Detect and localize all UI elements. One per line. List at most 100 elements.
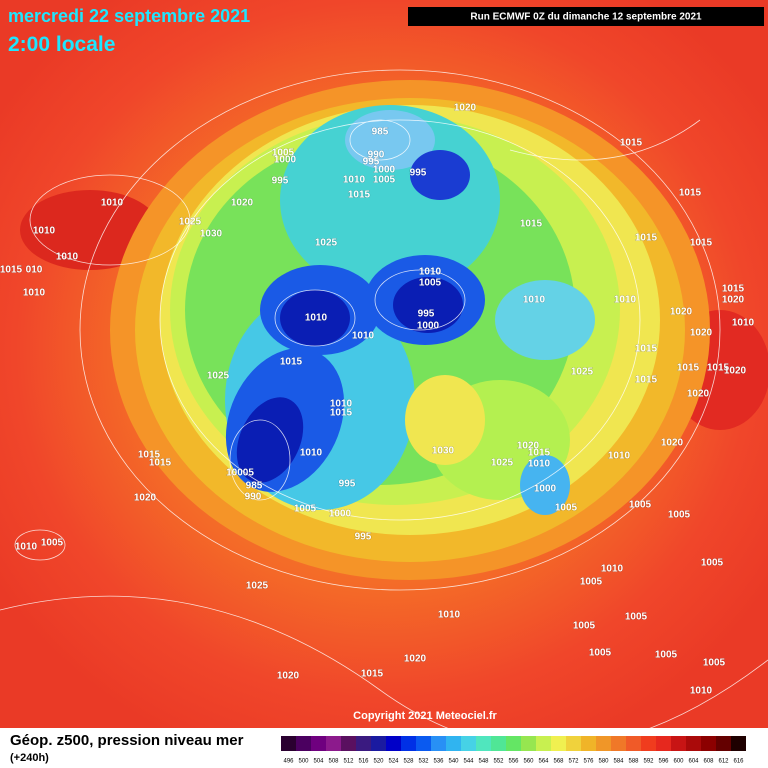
legend-label: 508 (328, 759, 339, 765)
legend-swatch (701, 736, 716, 751)
isobar-label: 1020 (687, 389, 710, 400)
legend-swatch (461, 736, 476, 751)
legend-label: 532 (418, 759, 429, 765)
legend-swatch (311, 736, 326, 751)
legend-label: 552 (493, 759, 504, 765)
legend-swatch (491, 736, 506, 751)
legend-swatch (431, 736, 446, 751)
isobar-label: 1010 (33, 226, 56, 237)
isobar-label: 1015 (635, 344, 658, 355)
legend-label: 584 (613, 759, 624, 765)
date: mercredi 22 septembre 2021 (8, 6, 250, 26)
legend-label: 592 (643, 759, 654, 765)
isobar-label: 1010 (438, 610, 461, 621)
isobar-label: 995 (363, 157, 380, 168)
isobar-label: 1010 (690, 686, 713, 697)
isobar-label: 1010 (305, 313, 328, 324)
legend-swatch (731, 736, 746, 751)
legend-swatch (551, 736, 566, 751)
legend-label: 528 (403, 759, 414, 765)
isobar-label: 1005 (555, 503, 578, 514)
isobar-label: 1020 (724, 366, 747, 377)
isobar-label: 1015 (635, 375, 658, 386)
isobar-label: 1010 (608, 451, 631, 462)
legend-label: 500 (298, 759, 309, 765)
isobar-label: 1005 (668, 510, 691, 521)
legend-swatch (686, 736, 701, 751)
isobar-label: 1020 (404, 654, 427, 665)
isobar-label: 1000 (274, 155, 297, 166)
legend-label: 520 (373, 759, 384, 765)
footer-lead: (+240h) (10, 752, 49, 764)
isobar-label: 1015 (635, 233, 658, 244)
legend-swatch (581, 736, 596, 751)
isobar-label: 1005 (703, 658, 726, 669)
isobar-label: 1010 (528, 459, 551, 470)
isobar-label: 10005 (226, 468, 254, 479)
isobar-label: 1005 (294, 504, 317, 515)
isobar-label: 1015 (677, 363, 700, 374)
legend-swatch (656, 736, 671, 751)
legend-label: 504 (313, 759, 324, 765)
isobar-label: 1010 (343, 175, 366, 186)
isobar-label: 1015 (620, 138, 643, 149)
legend-swatch (566, 736, 581, 751)
isobar-label: 1015 (528, 448, 551, 459)
isobar-label: 1015 (722, 284, 745, 295)
legend-label: 536 (433, 759, 444, 765)
isobar-label: 1010 (614, 295, 637, 306)
isobar-label: 1015 (0, 265, 23, 276)
legend-label: 568 (553, 759, 564, 765)
isobar-label: 1015 (348, 190, 371, 201)
isobar-label: 1000 (534, 484, 557, 495)
legend-swatch (476, 736, 491, 751)
run-info: Run ECMWF 0Z du dimanche 12 septembre 20… (470, 12, 702, 23)
isobar-label: 995 (355, 532, 372, 543)
isobar-label: 1015 (690, 238, 713, 249)
legend-swatch (521, 736, 536, 751)
legend-label: 548 (478, 759, 489, 765)
isobar-label: 1005 (419, 278, 442, 289)
isobar-label: 1015 (679, 188, 702, 199)
isobar-label: 1010 (23, 288, 46, 299)
isobar-label: 1010 (601, 564, 624, 575)
legend-label: 580 (598, 759, 609, 765)
legend-swatch (356, 736, 371, 751)
legend-label: 612 (718, 759, 729, 765)
isobar-label: 1015 (280, 357, 303, 368)
legend-label: 588 (628, 759, 639, 765)
isobar-label: 1010 (419, 267, 442, 278)
isobar-label: 1010 (523, 295, 546, 306)
isobar-label: 1005 (655, 650, 678, 661)
isobar-label: 1000 (373, 165, 396, 176)
legend-label: 576 (583, 759, 594, 765)
legend-label: 516 (358, 759, 369, 765)
height-field (20, 80, 768, 580)
legend-swatch (446, 736, 461, 751)
isobar-label: 985 (372, 127, 389, 138)
isobar-label: 1015 (520, 219, 543, 230)
isobar-label: 1020 (454, 103, 477, 114)
isobar-label: 1000 (417, 321, 440, 332)
isobar-label: 995 (418, 309, 435, 320)
isobar-label: 1005 (625, 612, 648, 623)
isobar-label: 1030 (432, 446, 455, 457)
isobar-label: 1015 (361, 669, 384, 680)
legend-swatch (401, 736, 416, 751)
isobar-label: 1025 (491, 458, 514, 469)
isobar-label: 1020 (134, 493, 157, 504)
isobar-label: 1020 (231, 198, 254, 209)
legend-swatch (536, 736, 551, 751)
legend-swatch (281, 736, 296, 751)
isobar-label: 1010 (101, 198, 124, 209)
isobar-label: 1020 (277, 671, 300, 682)
legend-label: 596 (658, 759, 669, 765)
legend-label: 540 (448, 759, 459, 765)
run-box (408, 7, 764, 26)
isobar-label: 1015 (330, 408, 353, 419)
isobar-label: 985 (246, 481, 263, 492)
isobar-label: 1005 (589, 648, 612, 659)
legend-label: 600 (673, 759, 684, 765)
